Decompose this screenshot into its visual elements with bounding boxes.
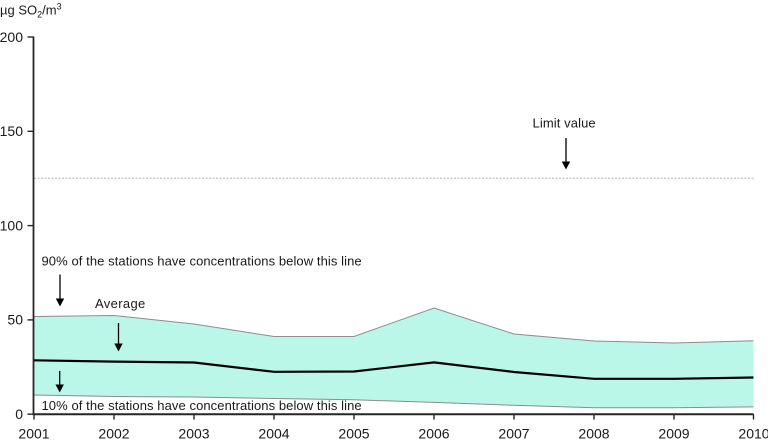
svg-text:2006: 2006 xyxy=(418,426,449,442)
svg-text:0: 0 xyxy=(15,406,23,422)
svg-text:10% of the stations have conce: 10% of the stations have concentrations … xyxy=(42,398,362,413)
svg-text:2001: 2001 xyxy=(18,426,49,442)
svg-text:2009: 2009 xyxy=(658,426,689,442)
svg-text:2008: 2008 xyxy=(578,426,609,442)
svg-text:2004: 2004 xyxy=(258,426,289,442)
svg-text:200: 200 xyxy=(0,29,23,45)
svg-text:Limit value: Limit value xyxy=(533,116,596,131)
svg-text:2010: 2010 xyxy=(738,426,768,442)
svg-text:90% of the stations have conce: 90% of the stations have concentrations … xyxy=(42,254,362,269)
svg-text:2005: 2005 xyxy=(338,426,369,442)
svg-text:50: 50 xyxy=(7,312,23,328)
svg-text:Average: Average xyxy=(95,296,146,311)
svg-text:100: 100 xyxy=(0,217,23,233)
svg-text:µg SO2/m3: µg SO2/m3 xyxy=(0,2,62,20)
svg-text:150: 150 xyxy=(0,123,23,139)
svg-text:2003: 2003 xyxy=(178,426,209,442)
svg-text:2002: 2002 xyxy=(98,426,129,442)
svg-text:2007: 2007 xyxy=(498,426,529,442)
